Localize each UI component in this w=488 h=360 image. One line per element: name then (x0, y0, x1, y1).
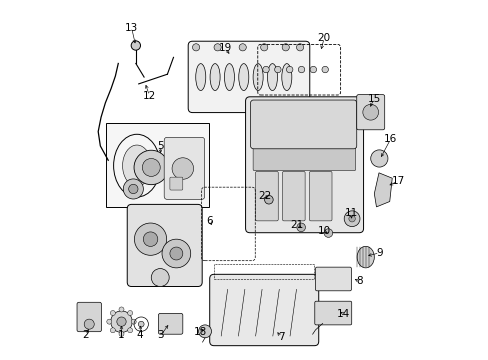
Circle shape (143, 232, 158, 247)
Circle shape (128, 184, 138, 194)
Text: 14: 14 (337, 309, 350, 319)
FancyBboxPatch shape (127, 204, 202, 287)
Circle shape (362, 104, 378, 120)
Ellipse shape (238, 64, 248, 90)
Text: 9: 9 (376, 248, 382, 258)
FancyBboxPatch shape (209, 274, 318, 346)
Circle shape (274, 66, 281, 73)
Text: 2: 2 (82, 330, 89, 340)
Circle shape (192, 44, 199, 51)
Circle shape (282, 44, 289, 51)
Bar (106, 123, 208, 207)
Ellipse shape (122, 145, 151, 186)
Text: 19: 19 (219, 43, 232, 53)
FancyBboxPatch shape (255, 171, 278, 221)
Bar (214, 264, 314, 279)
FancyBboxPatch shape (315, 267, 351, 291)
Circle shape (162, 239, 190, 268)
Circle shape (110, 311, 132, 332)
Text: 10: 10 (317, 226, 330, 236)
Text: 13: 13 (124, 23, 138, 33)
Circle shape (324, 229, 332, 237)
Circle shape (138, 321, 144, 327)
FancyBboxPatch shape (164, 137, 204, 199)
FancyBboxPatch shape (188, 41, 309, 113)
Text: 5: 5 (157, 141, 163, 151)
FancyBboxPatch shape (253, 144, 355, 171)
Circle shape (296, 223, 305, 231)
Circle shape (298, 66, 304, 73)
FancyBboxPatch shape (356, 95, 384, 130)
Ellipse shape (267, 64, 277, 90)
Text: 4: 4 (136, 330, 142, 340)
FancyBboxPatch shape (158, 314, 183, 334)
Text: 6: 6 (205, 216, 212, 225)
Circle shape (348, 216, 355, 222)
Text: 1: 1 (118, 330, 124, 340)
FancyBboxPatch shape (77, 302, 101, 332)
Circle shape (117, 317, 126, 326)
Circle shape (169, 247, 183, 260)
Circle shape (151, 269, 169, 287)
Circle shape (127, 311, 132, 316)
Circle shape (260, 44, 267, 51)
FancyBboxPatch shape (245, 97, 363, 233)
Circle shape (127, 328, 132, 333)
Circle shape (119, 331, 124, 336)
FancyBboxPatch shape (314, 301, 351, 325)
Text: 22: 22 (258, 191, 271, 201)
Circle shape (110, 311, 115, 316)
Text: 11: 11 (344, 208, 357, 219)
Text: 8: 8 (356, 276, 363, 287)
Text: 16: 16 (384, 134, 397, 144)
Circle shape (264, 195, 273, 204)
Text: 21: 21 (290, 220, 303, 230)
Circle shape (84, 319, 94, 329)
Ellipse shape (253, 64, 263, 90)
FancyBboxPatch shape (169, 177, 183, 190)
Circle shape (370, 150, 387, 167)
Circle shape (262, 66, 269, 73)
Circle shape (214, 44, 221, 51)
FancyBboxPatch shape (250, 100, 356, 149)
Text: 7: 7 (277, 332, 284, 342)
Circle shape (344, 211, 359, 226)
Circle shape (142, 158, 160, 176)
Circle shape (239, 44, 246, 51)
FancyBboxPatch shape (282, 171, 305, 221)
Circle shape (131, 319, 136, 324)
Circle shape (286, 66, 292, 73)
Circle shape (123, 179, 143, 199)
Text: 20: 20 (317, 33, 330, 43)
Text: 12: 12 (142, 91, 156, 101)
Circle shape (198, 325, 211, 338)
Circle shape (134, 223, 166, 255)
Circle shape (134, 150, 168, 185)
Circle shape (110, 328, 115, 333)
Text: 15: 15 (367, 94, 380, 104)
Circle shape (119, 307, 124, 312)
Circle shape (296, 44, 303, 51)
Text: 3: 3 (157, 330, 164, 340)
Ellipse shape (356, 246, 373, 268)
Text: 18: 18 (193, 327, 206, 337)
Ellipse shape (210, 64, 220, 90)
Polygon shape (373, 173, 391, 207)
Circle shape (321, 66, 328, 73)
Circle shape (131, 41, 140, 50)
FancyBboxPatch shape (309, 171, 331, 221)
Circle shape (309, 66, 316, 73)
Text: 17: 17 (390, 176, 404, 186)
Ellipse shape (224, 64, 234, 90)
Circle shape (106, 319, 112, 324)
Circle shape (172, 158, 193, 179)
Ellipse shape (281, 64, 291, 90)
Ellipse shape (195, 64, 205, 90)
